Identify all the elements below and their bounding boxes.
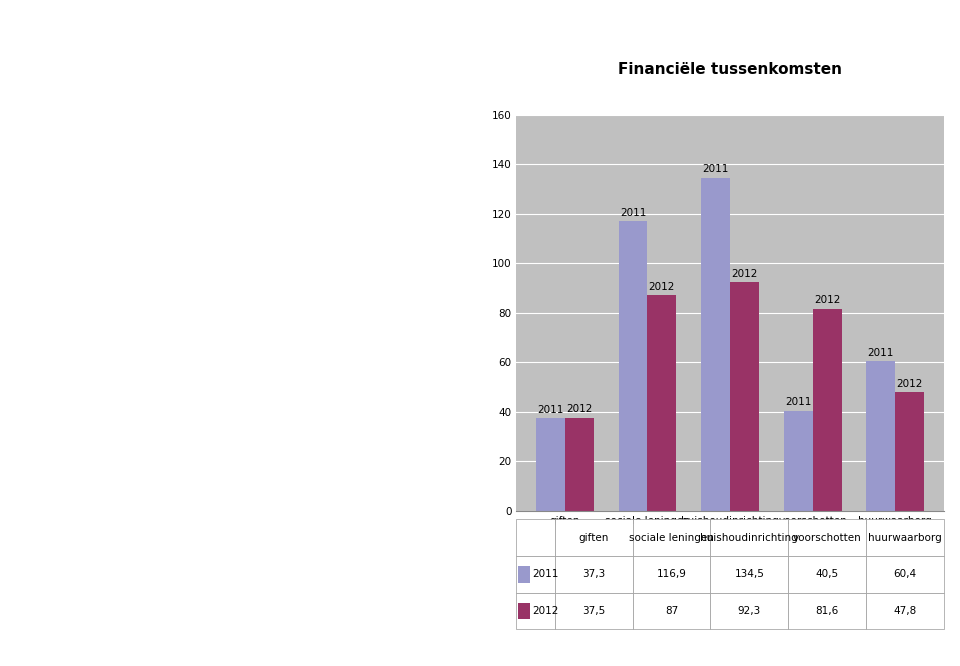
Text: 37,3: 37,3 <box>582 569 606 579</box>
Text: 2011: 2011 <box>532 569 559 579</box>
Bar <box>518 603 530 619</box>
Bar <box>710 519 788 556</box>
Text: 2012: 2012 <box>897 379 923 389</box>
Bar <box>866 519 944 556</box>
Bar <box>633 556 710 593</box>
Bar <box>536 418 564 511</box>
Bar <box>788 593 866 629</box>
Bar <box>633 593 710 629</box>
Text: 2012: 2012 <box>566 404 592 414</box>
Bar <box>633 519 710 556</box>
Bar <box>564 418 593 511</box>
Text: 2012: 2012 <box>649 282 675 292</box>
Text: 47,8: 47,8 <box>893 606 917 616</box>
Bar <box>867 361 896 511</box>
Text: 2011: 2011 <box>620 208 646 218</box>
Text: 2012: 2012 <box>532 606 559 616</box>
Bar <box>518 566 530 583</box>
Text: Financiële tussenkomsten: Financiële tussenkomsten <box>617 63 842 77</box>
Text: 2012: 2012 <box>814 295 840 305</box>
Bar <box>516 556 555 593</box>
Bar <box>647 295 677 511</box>
Text: 81,6: 81,6 <box>815 606 839 616</box>
Bar <box>516 593 555 629</box>
Text: 60,4: 60,4 <box>893 569 917 579</box>
Bar <box>701 178 731 511</box>
Text: 2011: 2011 <box>703 164 729 174</box>
Bar <box>896 392 924 511</box>
Bar <box>731 282 759 511</box>
Bar <box>555 593 633 629</box>
Text: voorschotten: voorschotten <box>793 533 861 543</box>
Text: 87: 87 <box>665 606 678 616</box>
Text: 134,5: 134,5 <box>734 569 764 579</box>
Bar <box>866 593 944 629</box>
Text: huurwaarborg: huurwaarborg <box>868 533 942 543</box>
Bar <box>813 309 842 511</box>
Bar <box>555 556 633 593</box>
Bar <box>710 593 788 629</box>
Text: 92,3: 92,3 <box>737 606 761 616</box>
Bar <box>710 556 788 593</box>
Bar <box>555 519 633 556</box>
Bar <box>618 221 647 511</box>
Bar <box>788 556 866 593</box>
Text: 37,5: 37,5 <box>582 606 606 616</box>
Text: 116,9: 116,9 <box>657 569 686 579</box>
Text: 40,5: 40,5 <box>815 569 839 579</box>
Text: giften: giften <box>579 533 609 543</box>
Text: 2011: 2011 <box>538 405 564 415</box>
Bar <box>788 519 866 556</box>
Bar <box>783 410 813 511</box>
Text: 2012: 2012 <box>732 268 757 278</box>
Bar <box>516 519 555 556</box>
Bar <box>866 556 944 593</box>
Text: 2011: 2011 <box>785 397 811 407</box>
Text: huishoudinrichting: huishoudinrichting <box>701 533 798 543</box>
Text: sociale leningen: sociale leningen <box>629 533 714 543</box>
Text: 2011: 2011 <box>868 348 894 358</box>
